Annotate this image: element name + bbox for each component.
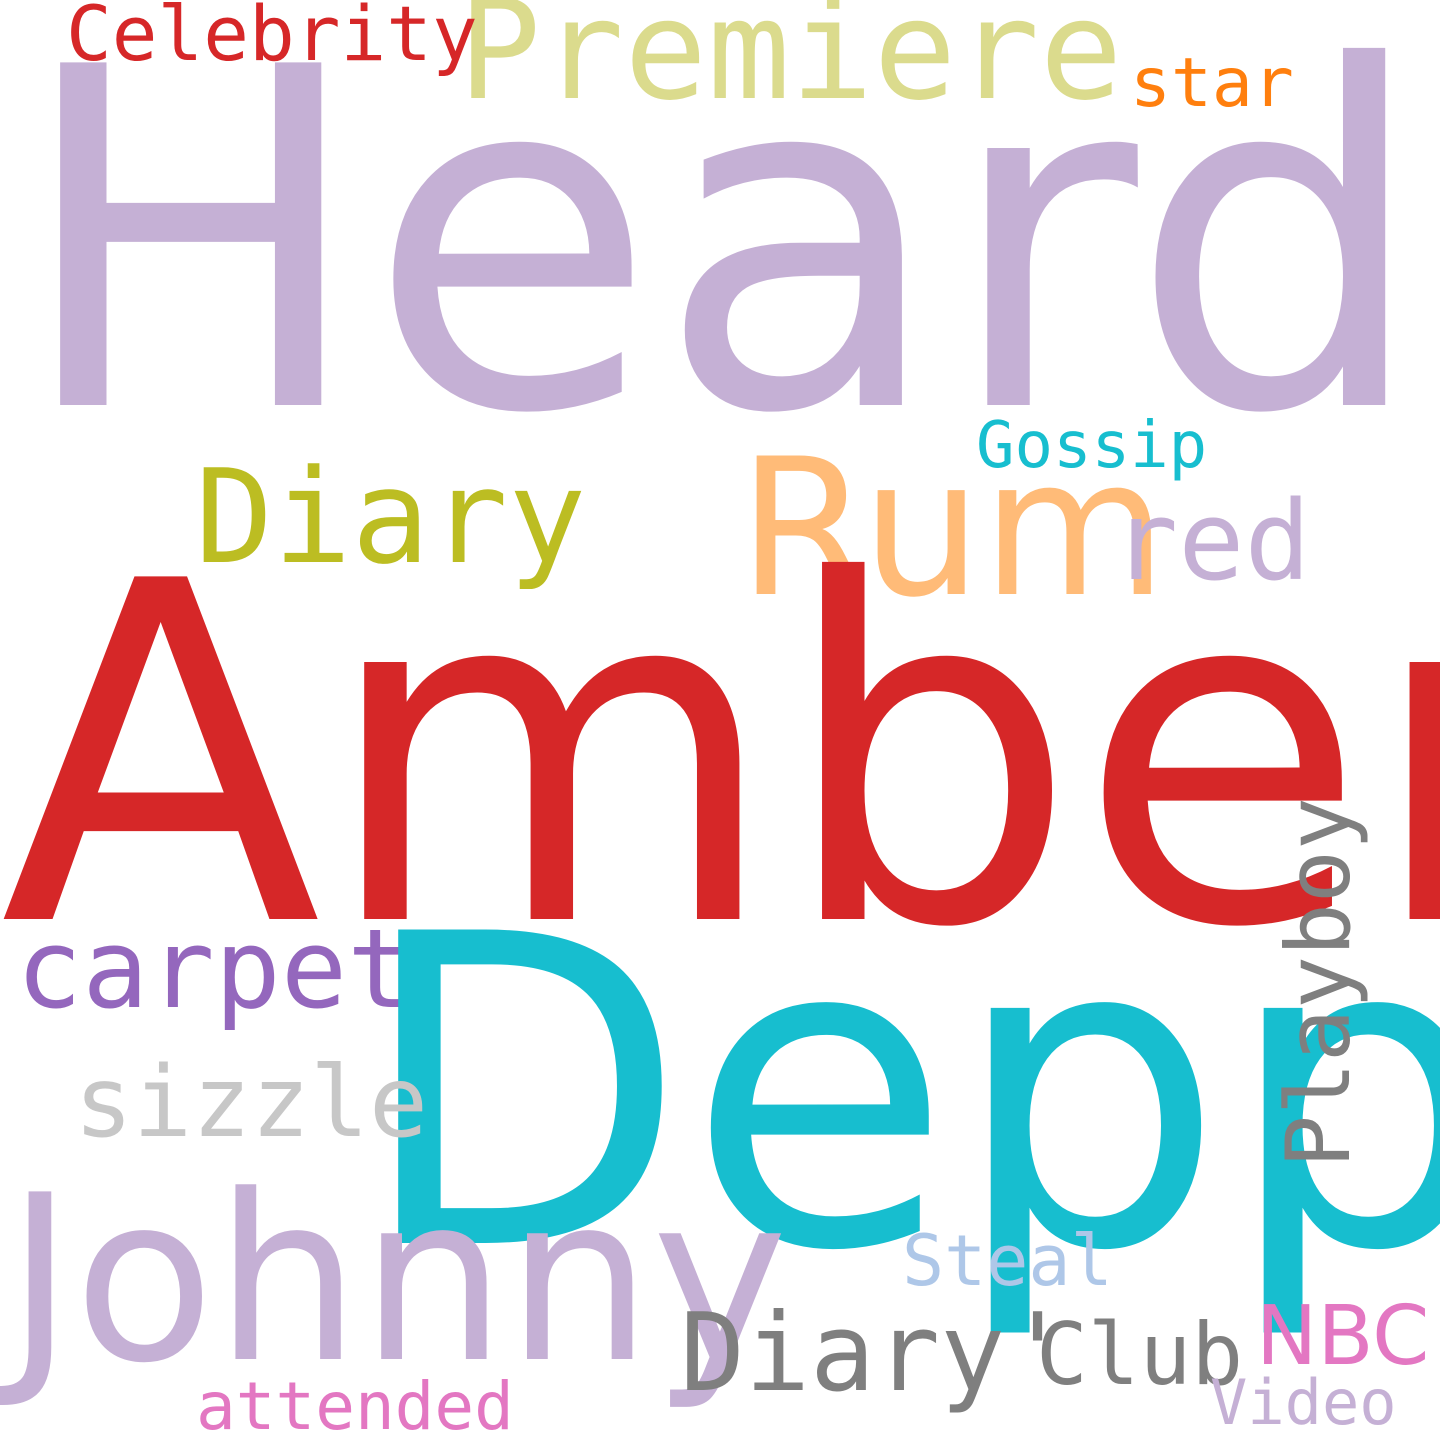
word-diary-bottom: Diary' (680, 1291, 1071, 1416)
word-rum: Rum (738, 418, 1167, 639)
word-star: star (1130, 44, 1294, 123)
word-steal: Steal (902, 1220, 1113, 1302)
word-johnny: Johnny (6, 1147, 788, 1414)
word-video: Video (1210, 1366, 1397, 1439)
word-playboy: Playboy (1267, 797, 1370, 1168)
word-nbc: NBC (1256, 1289, 1430, 1384)
word-red: red (1112, 477, 1311, 605)
word-premiere: Premiere (458, 0, 1123, 131)
word-depp: Depp (356, 845, 1440, 1345)
word-amber: Amber (0, 483, 1440, 1030)
word-club: Club (1036, 1305, 1244, 1405)
word-sizzle: sizzle (74, 1046, 429, 1160)
word-celebrity: Celebrity (66, 0, 478, 78)
word-heard: Heard (14, 0, 1428, 516)
word-gossip: Gossip (976, 409, 1208, 483)
word-carpet: carpet (16, 905, 414, 1033)
word-diary-top: Diary (195, 441, 587, 593)
word-attended: attended (196, 1368, 514, 1440)
